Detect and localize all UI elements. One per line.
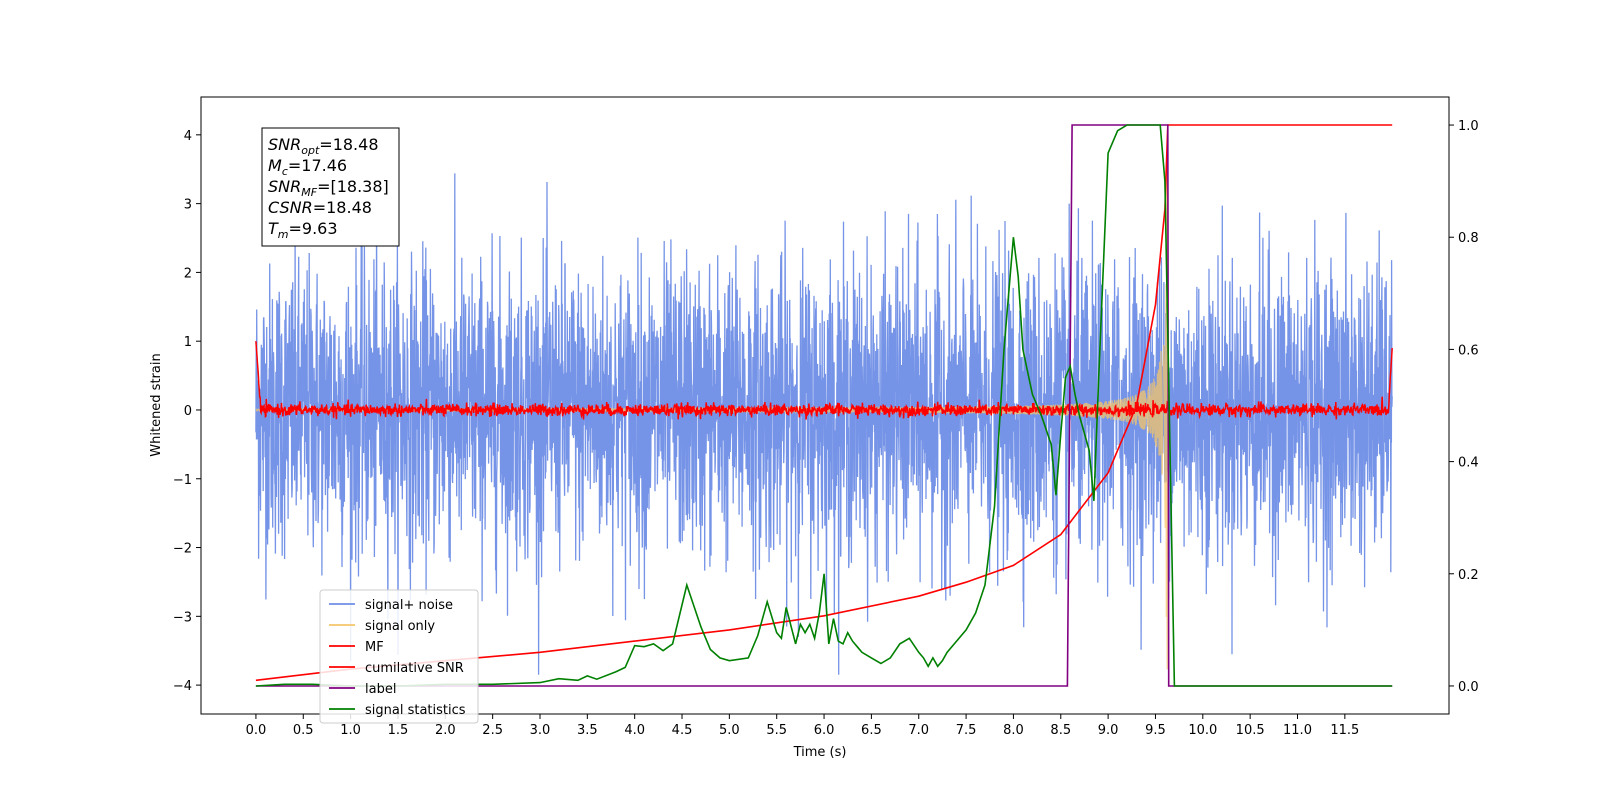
series-cumilative-snr [255,124,1393,682]
annotation-line: SNRMF=[18.38] [268,177,389,199]
x-axis: 0.0 0.5 1.0 1.5 2.0 2.5 3.0 3.5 4.0 4.5 5.0 5.5 6.0 6… [246,714,1359,738]
x-tick-label: 1.0 [340,723,361,738]
legend-label: signal only [365,619,435,634]
x-tick-label: 9.5 [1145,723,1166,738]
annotation-line: Tm=9.63 [268,219,338,241]
annotation-frame [261,127,400,247]
x-tick-label: 5.5 [766,723,787,738]
x-tick-label: 8.0 [1003,723,1024,738]
x-tick-label: 4.0 [624,723,645,738]
x-tick-label: 2.0 [435,723,456,738]
x-tick-label: 7.5 [956,723,977,738]
x-tick-label: 0.5 [293,723,314,738]
y-axis-right: 0.0 0.2 0.4 0.6 0.8 1.0 [1449,119,1479,695]
legend-label: cumilative SNR [365,661,464,676]
x-tick-label: 4.5 [672,723,693,738]
annotation-line: Mc=17.46 [268,156,347,178]
y-left-tick-label: 0 [184,404,192,419]
x-tick-label: 10.0 [1188,723,1217,738]
y-right-tick-label: 0.2 [1458,568,1479,583]
x-tick-label: 9.0 [1098,723,1119,738]
y-right-tick-label: 0.4 [1458,456,1479,471]
y-left-tick-label: −1 [173,473,192,488]
y-axis-label: Whitened strain [149,353,164,456]
plot-frame [200,96,1450,715]
series-signal-noise [255,173,1393,675]
annotation-line: CSNR=18.48 [268,198,372,217]
annotation-box: SNRopt=18.48Mc=17.46SNRMF=[18.38]CSNR=18… [261,127,400,247]
legend-label: label [365,682,396,697]
y-left-tick-label: 3 [184,198,192,213]
y-left-tick-label: −3 [173,610,192,625]
x-tick-label: 11.5 [1330,723,1359,738]
x-tick-label: 7.0 [908,723,929,738]
x-tick-label: 10.5 [1236,723,1265,738]
x-tick-label: 11.0 [1283,723,1312,738]
y-right-tick-label: 0.0 [1458,680,1479,695]
x-tick-label: 3.5 [577,723,598,738]
x-tick-label: 5.0 [719,723,740,738]
legend-label: signal statistics [365,703,466,718]
x-tick-label: 0.0 [246,723,267,738]
x-tick-label: 6.5 [861,723,882,738]
x-tick-label: 6.0 [814,723,835,738]
y-left-tick-label: 1 [184,335,192,350]
series-mf [255,341,1393,420]
y-right-tick-label: 0.8 [1458,231,1479,246]
x-tick-label: 3.0 [530,723,551,738]
y-right-tick-label: 0.6 [1458,343,1479,358]
x-tick-label: 8.5 [1050,723,1071,738]
y-left-tick-label: −2 [173,542,192,557]
series-label [255,124,1393,687]
y-right-tick-label: 1.0 [1458,119,1479,134]
legend: signal+ noise signal only MF cumilative SNR… [319,589,479,724]
x-tick-label: 1.5 [388,723,409,738]
legend-label: signal+ noise [365,598,453,613]
series-signal-statistics [255,124,1393,687]
y-left-tick-label: −4 [173,679,192,694]
y-axis-left: −4 −3 −2 −1 0 1 2 3 4 [173,129,201,694]
y-left-tick-label: 2 [184,266,192,281]
series-layer [255,124,1393,687]
annotation-line: SNRopt=18.48 [268,135,379,157]
legend-frame [319,589,479,724]
y-left-tick-label: 4 [184,129,192,144]
x-axis-label: Time (s) [793,745,847,760]
x-tick-label: 2.5 [482,723,503,738]
legend-label: MF [365,640,384,655]
